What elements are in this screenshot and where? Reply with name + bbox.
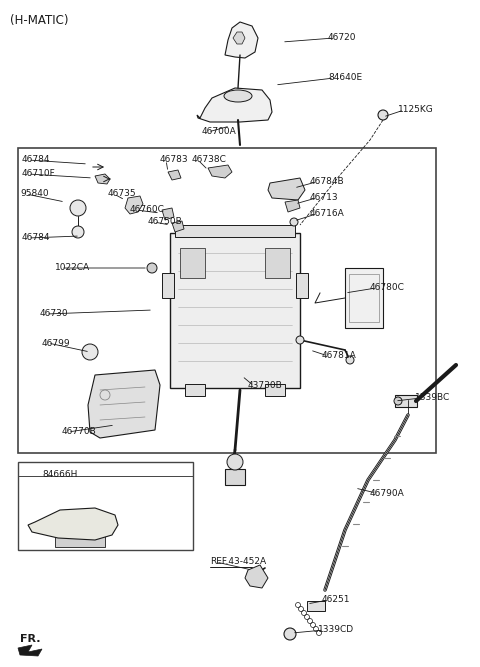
Text: 46720: 46720 [328, 33, 357, 43]
Polygon shape [168, 170, 181, 180]
Bar [395, 395, 417, 407]
Polygon shape [162, 208, 174, 220]
Bar [265, 248, 290, 278]
Circle shape [70, 200, 86, 216]
Bar [55, 535, 105, 547]
Text: 46784: 46784 [22, 233, 50, 243]
Text: 46783: 46783 [160, 155, 189, 165]
Bar [175, 225, 295, 237]
Text: 43730B: 43730B [248, 382, 283, 390]
Text: 1022CA: 1022CA [55, 263, 90, 273]
Text: 46730: 46730 [40, 309, 69, 319]
Polygon shape [28, 508, 118, 540]
Bar [170, 233, 300, 388]
Text: REF.43-452A: REF.43-452A [210, 558, 266, 566]
Text: 46780C: 46780C [370, 283, 405, 293]
Text: 46251: 46251 [322, 596, 350, 604]
Bar [162, 273, 174, 298]
Bar [265, 384, 285, 396]
Text: 1339CD: 1339CD [318, 626, 354, 634]
Text: 46738C: 46738C [192, 155, 227, 165]
Text: 1339BC: 1339BC [415, 394, 450, 402]
Polygon shape [208, 165, 232, 178]
Text: 84640E: 84640E [328, 73, 362, 83]
Circle shape [346, 356, 354, 364]
Text: 46799: 46799 [42, 338, 71, 348]
Circle shape [284, 628, 296, 640]
Bar [296, 273, 308, 298]
Polygon shape [268, 178, 305, 200]
Text: 46716A: 46716A [310, 209, 345, 219]
Polygon shape [172, 221, 184, 232]
Circle shape [82, 344, 98, 360]
Circle shape [227, 454, 243, 470]
Text: 46760C: 46760C [130, 205, 165, 215]
Text: 46700A: 46700A [202, 127, 237, 137]
Bar [185, 384, 205, 396]
Polygon shape [225, 22, 258, 58]
Polygon shape [233, 32, 245, 44]
Text: 46770B: 46770B [62, 428, 97, 436]
Circle shape [296, 336, 304, 344]
Text: 46781A: 46781A [322, 352, 357, 360]
Circle shape [290, 218, 298, 226]
Polygon shape [285, 200, 300, 212]
Polygon shape [95, 174, 110, 184]
Circle shape [72, 226, 84, 238]
Ellipse shape [224, 90, 252, 102]
Bar [225, 469, 245, 485]
Bar [345, 268, 383, 328]
Text: (H-MATIC): (H-MATIC) [10, 14, 69, 27]
Text: 84666H: 84666H [42, 470, 77, 479]
Text: 46750B: 46750B [148, 217, 183, 227]
Text: 46713: 46713 [310, 193, 338, 203]
Text: 46790A: 46790A [370, 488, 405, 498]
Circle shape [147, 263, 157, 273]
Text: 95840: 95840 [20, 189, 48, 199]
Bar [18, 148, 436, 453]
Polygon shape [18, 645, 42, 656]
Text: 46784: 46784 [22, 155, 50, 165]
Text: 46784B: 46784B [310, 177, 345, 187]
Bar [180, 248, 205, 278]
Text: 46710F: 46710F [22, 169, 56, 179]
Bar [307, 601, 325, 611]
Polygon shape [245, 565, 268, 588]
Circle shape [394, 397, 402, 405]
Text: 1125KG: 1125KG [398, 105, 434, 115]
Bar [18, 462, 193, 550]
Polygon shape [125, 196, 143, 214]
Text: 46735: 46735 [108, 189, 137, 199]
Bar [349, 274, 379, 322]
Circle shape [378, 110, 388, 120]
Polygon shape [197, 88, 272, 122]
Polygon shape [88, 370, 160, 438]
Text: FR.: FR. [20, 634, 40, 644]
